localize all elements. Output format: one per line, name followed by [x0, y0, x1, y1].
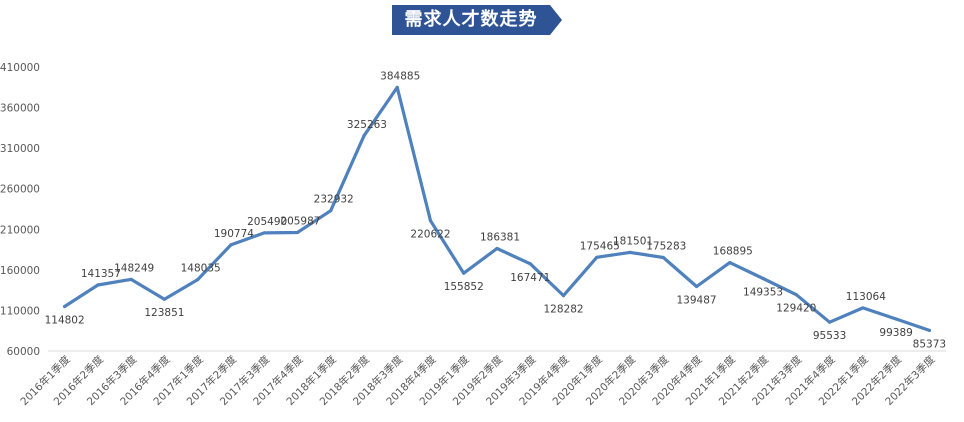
data-label: 128282	[543, 304, 583, 316]
data-point	[462, 271, 466, 275]
y-tick-label: 410000	[0, 62, 40, 74]
y-tick-label: 60000	[7, 346, 40, 358]
data-label: 175283	[646, 240, 686, 252]
data-point	[96, 283, 100, 287]
data-point	[63, 304, 67, 309]
data-point	[262, 231, 266, 235]
data-label: 167471	[510, 272, 550, 284]
data-label: 114802	[45, 315, 85, 327]
data-point	[894, 317, 898, 321]
data-label: 141357	[81, 268, 121, 280]
data-point	[362, 134, 366, 138]
data-point	[295, 230, 300, 235]
data-point	[861, 306, 865, 310]
data-point	[761, 276, 765, 281]
data-point	[827, 320, 832, 324]
data-point	[428, 219, 433, 223]
y-tick-label: 310000	[0, 143, 40, 155]
data-point	[661, 255, 665, 260]
data-label: 155852	[444, 281, 484, 293]
data-label: 113064	[846, 291, 886, 303]
data-point	[229, 243, 233, 247]
chart-title: 需求人才数走势	[404, 9, 538, 30]
data-label: 205490	[247, 216, 287, 228]
y-tick-label: 260000	[0, 184, 40, 196]
data-label: 123851	[144, 307, 184, 319]
data-label: 95533	[813, 330, 846, 342]
data-point	[329, 209, 333, 213]
data-point	[694, 284, 699, 289]
data-label: 148035	[181, 263, 221, 275]
data-label: 149353	[743, 286, 783, 298]
y-tick-label: 110000	[0, 305, 40, 317]
data-label: 85373	[913, 338, 946, 350]
data-label: 232932	[314, 194, 354, 206]
data-label: 190774	[214, 228, 254, 240]
data-label: 129420	[776, 303, 816, 315]
data-point	[395, 85, 399, 89]
data-label: 181501	[613, 235, 653, 247]
title-banner-shape	[392, 5, 562, 35]
y-tick-label: 160000	[0, 265, 40, 277]
data-label: 186381	[480, 231, 520, 243]
data-label: 175465	[580, 240, 620, 252]
series-line	[62, 85, 932, 332]
chart-title-banner: 需求人才数走势	[392, 5, 562, 35]
data-label: 148249	[114, 262, 154, 274]
data-point	[794, 293, 798, 297]
data-label: 139487	[677, 295, 717, 307]
data-point	[129, 277, 133, 281]
data-point	[528, 262, 532, 266]
data-label: 220622	[410, 229, 450, 241]
data-point	[595, 255, 599, 259]
data-label: 99389	[879, 327, 912, 339]
data-point	[561, 293, 566, 298]
data-label: 384885	[380, 70, 420, 82]
y-tick-label: 210000	[0, 224, 40, 236]
data-label: 205987	[280, 216, 320, 228]
data-point	[728, 261, 732, 265]
data-point	[628, 250, 632, 255]
y-tick-label: 360000	[0, 103, 40, 115]
data-point	[196, 277, 200, 282]
data-label: 168895	[713, 246, 753, 258]
data-point	[162, 297, 167, 301]
data-point	[927, 328, 931, 333]
data-label: 325263	[347, 119, 387, 131]
data-point	[495, 246, 499, 251]
